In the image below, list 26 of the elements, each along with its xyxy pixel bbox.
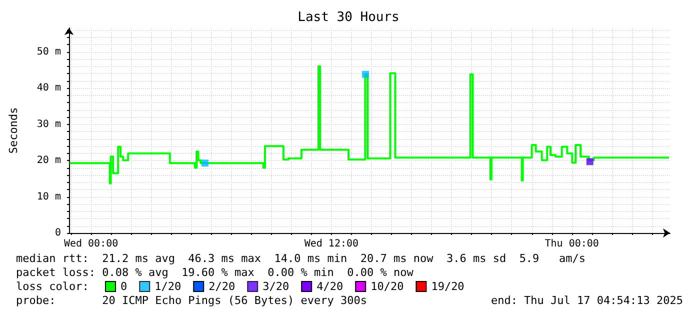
y-tick-label: 10 m	[36, 191, 61, 202]
y-tick-label: 0	[54, 228, 61, 238]
y-axis-title: Seconds	[7, 107, 20, 154]
text: median rtt: 21.2 ms avg 46.3 ms max 14.0 ms min 20.7 ms now 3.6 ms sd 5.9 am/s	[16, 252, 586, 265]
text: probe: 20 ICMP Echo Pings (56 Bytes) every 300s	[16, 294, 367, 307]
y-tick-label: 40 m	[36, 82, 61, 94]
point	[362, 70, 369, 78]
legend-label: 19/20	[431, 280, 464, 293]
y-tick-label: 50 m	[36, 46, 61, 58]
legend-label: 3/20	[262, 280, 290, 293]
legend-label: 2/20	[208, 280, 236, 293]
point	[586, 158, 594, 166]
chart-title: Last 30 Hours	[298, 10, 400, 25]
text: packet loss: 0.08 % avg 19.60 % max 0.00 % min 0.00 % now	[16, 266, 414, 279]
point	[201, 160, 208, 167]
x-tick-label: Thu 00:00	[544, 238, 599, 250]
x-tick-label: Wed 12:00	[304, 238, 359, 250]
y-tick-label: 20 m	[36, 155, 61, 166]
legend-label: 0	[120, 280, 128, 293]
y-tick-label: 30 m	[36, 118, 61, 130]
legend-title: loss color:	[16, 280, 89, 293]
legend-label: 4/20	[316, 280, 344, 293]
legend-label: 1/20	[154, 280, 182, 293]
text: end: Thu Jul 17 04:54:13 2025	[490, 294, 684, 307]
x-tick-label: Wed 00:00	[64, 238, 118, 250]
legend-label: 10/20	[370, 280, 404, 293]
